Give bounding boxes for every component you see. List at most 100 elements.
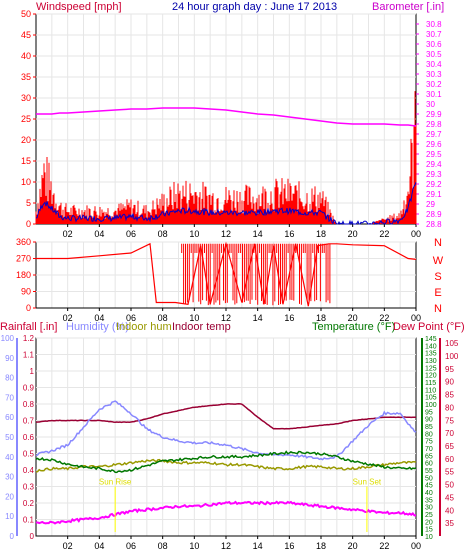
x-tick-label: 08 [158, 229, 168, 239]
x-tick-label: 18 [316, 229, 326, 239]
dewpoint-tick-label: 105 [445, 339, 459, 348]
barometer-line [36, 107, 417, 127]
rain-tick-label: 0 [30, 532, 35, 541]
dewpoint-tick-label: 85 [445, 391, 454, 400]
temperature-tick-label: 15 [425, 527, 433, 534]
temperature-tick-label: 100 [425, 402, 437, 409]
x-tick-label: 06 [126, 229, 136, 239]
baro-tick-label: 29.1 [426, 190, 442, 199]
temperature-tick-label: 45 [425, 483, 433, 490]
dewpoint-axis-title: Dew Point (°F) [393, 321, 465, 333]
windspeed-axis-title: Windspeed [mph] [36, 1, 122, 13]
wind-tick-label: 0 [26, 219, 31, 229]
humidity-tick-label: 30 [5, 473, 14, 482]
temperature-tick-label: 95 [425, 409, 433, 416]
barometer-axis-title: Barometer [.in] [372, 1, 444, 13]
rain-tick-label: 1.1 [23, 351, 35, 360]
x-tick-label: 12 [221, 313, 231, 323]
x-tick-label: 00 [411, 541, 421, 551]
solar-line [35, 500, 416, 525]
baro-tick-label: 29.4 [426, 160, 442, 169]
baro-tick-label: 30.1 [426, 90, 442, 99]
baro-tick-label: 30.8 [426, 20, 442, 29]
x-tick-label: 06 [126, 313, 136, 323]
x-tick-label: 22 [379, 229, 389, 239]
indoor-hum-line [35, 458, 417, 473]
x-tick-label: 04 [94, 313, 104, 323]
wind-tick-label: 30 [21, 93, 31, 103]
rain-tick-label: 0.8 [23, 400, 35, 409]
dewpoint-tick-label: 75 [445, 416, 454, 425]
rain-tick-label: 0.4 [23, 466, 35, 475]
baro-tick-label: 30.6 [426, 40, 442, 49]
rainfall-axis-title: Rainfall [.in] [0, 321, 57, 333]
temperature-tick-label: 65 [425, 453, 433, 460]
baro-tick-label: 30.7 [426, 30, 442, 39]
temperature-tick-label: 75 [425, 439, 433, 446]
x-tick-label: 08 [158, 541, 168, 551]
sunset-label: Sun Set [353, 478, 382, 487]
wind-tick-label: 20 [21, 135, 31, 145]
temperature-tick-label: 125 [425, 365, 437, 372]
temperature-tick-label: 135 [425, 351, 437, 358]
temperature-tick-label: 40 [425, 490, 433, 497]
wind-tick-label: 50 [21, 9, 31, 19]
rain-tick-label: 0.2 [23, 499, 35, 508]
dewpoint-tick-label: 100 [445, 352, 459, 361]
temperature-tick-label: 55 [425, 468, 433, 475]
x-tick-label: 02 [63, 313, 73, 323]
humidity-tick-label: 40 [5, 453, 14, 462]
temperature-tick-label: 130 [425, 358, 437, 365]
temperature-tick-label: 20 [425, 519, 433, 526]
temperature-line [35, 450, 417, 474]
x-tick-label: 12 [221, 229, 231, 239]
humidity-tick-label: 60 [5, 413, 14, 422]
indoor-temp-legend: Indoor temp [172, 321, 231, 333]
humidity-tick-label: 80 [5, 374, 14, 383]
x-tick-label: 08 [158, 313, 168, 323]
baro-tick-label: 29.9 [426, 110, 442, 119]
direction-tick-label: 180 [16, 270, 31, 280]
direction-tick-label: 360 [16, 237, 31, 247]
x-tick-label: 06 [126, 541, 136, 551]
compass-label: W [433, 255, 444, 267]
baro-tick-label: 29.7 [426, 130, 442, 139]
wind-tick-label: 10 [21, 177, 31, 187]
baro-tick-label: 29.5 [426, 150, 442, 159]
wind-average-line [35, 182, 417, 226]
rain-tick-label: 0.7 [23, 417, 35, 426]
temperature-tick-label: 140 [425, 343, 437, 350]
x-tick-label: 04 [94, 541, 104, 551]
rain-tick-label: 0.9 [23, 384, 35, 393]
x-tick-label: 14 [253, 313, 263, 323]
temperature-tick-label: 10 [425, 534, 433, 541]
compass-label: E [434, 287, 441, 299]
x-tick-label: 00 [411, 229, 421, 239]
humidity-tick-label: 100 [1, 334, 15, 343]
x-tick-label: 00 [411, 313, 421, 323]
dewpoint-tick-label: 60 [445, 455, 454, 464]
x-tick-label: 14 [253, 541, 263, 551]
temperature-tick-label: 145 [425, 336, 437, 343]
rain-tick-label: 1 [30, 367, 35, 376]
compass-label: S [434, 271, 441, 283]
temperature-tick-label: 35 [425, 497, 433, 504]
dewpoint-tick-label: 55 [445, 468, 454, 477]
x-tick-label: 18 [316, 313, 326, 323]
x-tick-label: 20 [348, 541, 358, 551]
temperature-tick-label: 25 [425, 512, 433, 519]
baro-tick-label: 30.4 [426, 60, 442, 69]
chart-title: 24 hour graph day : June 17 2013 [172, 1, 337, 13]
x-tick-label: 22 [379, 541, 389, 551]
baro-tick-label: 29.2 [426, 180, 442, 189]
series-layer: Sun Rise Sun Set [35, 91, 417, 532]
temperature-tick-label: 30 [425, 505, 433, 512]
rain-tick-label: 0.3 [23, 483, 35, 492]
rain-tick-label: 0.6 [23, 433, 35, 442]
dewpoint-tick-label: 50 [445, 481, 454, 490]
x-tick-label: 16 [284, 313, 294, 323]
baro-tick-label: 29.6 [426, 140, 442, 149]
temperature-tick-label: 85 [425, 424, 433, 431]
wind-tick-label: 40 [21, 51, 31, 61]
wind-tick-label: 35 [21, 72, 31, 82]
